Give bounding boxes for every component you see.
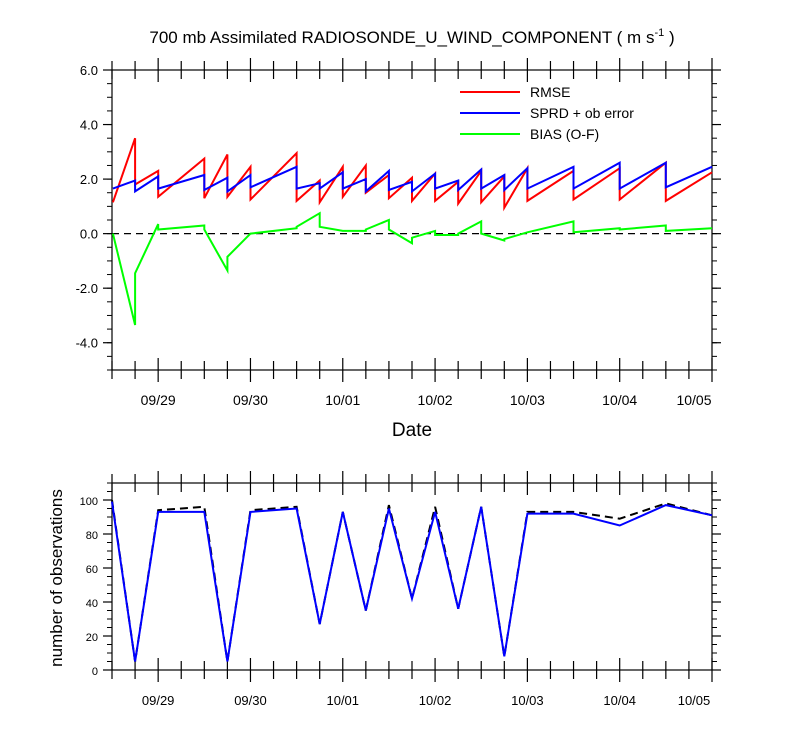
bottom-x-tick-label: 09/30 [234, 693, 267, 708]
bottom-series-lines [111, 499, 713, 662]
top-x-tick-label: 10/05 [676, 392, 711, 408]
top-y-tick-label: 4.0 [80, 118, 98, 133]
bottom-x-tick-label: 10/01 [326, 693, 359, 708]
top-x-tick-label: 10/01 [325, 392, 360, 408]
bottom-x-axis: 09/29 09/30 10/01 10/02 10/03 10/04 10/05 [111, 471, 713, 708]
top-y-tick-label: 0.0 [80, 227, 98, 242]
top-series-bias-o-f [111, 211, 713, 326]
bottom-x-tick-label: 10/04 [603, 693, 636, 708]
top-x-tick-label: 09/29 [141, 392, 176, 408]
bottom-x-tick-label: 10/02 [419, 693, 452, 708]
top-y-tick-label: 6.0 [80, 63, 98, 78]
bottom-series-assimilated [111, 501, 713, 662]
legend-label: BIAS (O-F) [530, 126, 599, 142]
top-y-tick-label: -2.0 [76, 281, 98, 296]
top-y-tick-label: -4.0 [76, 336, 98, 351]
top-series-lines [111, 137, 713, 326]
top-x-tick-label: 10/02 [418, 392, 453, 408]
top-x-tick-label: 10/03 [510, 392, 545, 408]
y-axis-label-observations: number of observations [47, 489, 66, 667]
legend: RMSE SPRD + ob error BIAS (O-F) [460, 84, 634, 142]
title-superscript: -1 [654, 27, 664, 39]
top-panel: 700 mb Assimilated RADIOSONDE_U_WIND_COM… [76, 27, 721, 441]
top-series-sprd-ob-error [112, 160, 713, 194]
top-x-axis: 09/29 09/30 10/01 10/02 10/03 10/04 10/05 [111, 58, 713, 408]
top-y-tick-label: 2.0 [80, 172, 98, 187]
bottom-y-tick-label: 60 [86, 564, 98, 576]
top-x-tick-label: 09/30 [233, 392, 268, 408]
x-axis-label: Date [392, 420, 432, 441]
bottom-x-tick-label: 10/05 [678, 693, 711, 708]
bottom-panel: 0 20 40 60 80 100 09/29 09/30 10/01 10/02 10/03 10… [47, 471, 721, 708]
bottom-y-tick-label: 0 [92, 666, 98, 678]
bottom-series-possible [111, 499, 713, 662]
top-x-tick-label: 10/04 [602, 392, 637, 408]
legend-label: SPRD + ob error [530, 105, 634, 121]
bottom-x-tick-label: 10/03 [511, 693, 544, 708]
bottom-y-tick-label: 20 [86, 632, 98, 644]
bottom-y-axis: 0 20 40 60 80 100 [80, 482, 721, 678]
bottom-y-tick-label: 80 [86, 530, 98, 542]
bottom-y-tick-label: 100 [80, 496, 98, 508]
top-y-axis: -4.0 -2.0 0.0 2.0 4.0 6.0 [76, 63, 721, 371]
legend-label: RMSE [530, 84, 570, 100]
bottom-y-tick-label: 40 [86, 598, 98, 610]
top-series-rmse [111, 137, 713, 212]
chart-title: 700 mb Assimilated RADIOSONDE_U_WIND_COM… [149, 27, 674, 47]
bottom-x-tick-label: 09/29 [142, 693, 175, 708]
title-close: ) [664, 28, 674, 47]
